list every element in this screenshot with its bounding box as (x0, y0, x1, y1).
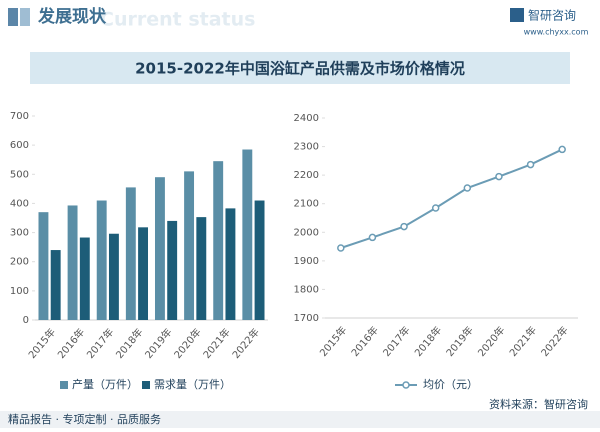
point (400, 222, 408, 231)
point (495, 172, 503, 181)
bar (96, 200, 107, 320)
point (526, 160, 535, 169)
y-tick-label: 2100 (294, 199, 319, 210)
bar (254, 200, 265, 320)
section-subtitle: Current status (100, 9, 255, 31)
legend-swatch (60, 381, 68, 389)
line (340, 148, 563, 249)
point (463, 184, 472, 192)
y-tick-label: 100 (10, 286, 29, 297)
y-tick-label: 600 (10, 140, 29, 151)
point (558, 145, 566, 154)
legend-swatch (142, 381, 150, 389)
point (337, 244, 345, 252)
bar (225, 208, 236, 320)
bar (242, 149, 253, 320)
footer-bar (0, 411, 600, 428)
y-tick-label: 0 (23, 315, 29, 326)
y-tick-label: 200 (10, 257, 29, 268)
bar (50, 250, 61, 320)
bar (138, 227, 149, 320)
brand-logo (510, 8, 524, 22)
bar (125, 187, 136, 320)
y-tick-label: 2200 (294, 170, 319, 181)
y-tick-label: 400 (10, 198, 29, 209)
bar (79, 237, 90, 320)
brand-name: 智研咨询 (528, 8, 576, 23)
section-title: 发展现状 (37, 6, 107, 27)
y-tick-label: 1700 (294, 313, 319, 324)
bar (167, 220, 178, 320)
y-tick-label: 300 (10, 228, 29, 239)
bar (213, 161, 224, 320)
source: 资料来源：智研咨询 (489, 397, 588, 411)
bar (196, 217, 207, 320)
point (368, 233, 377, 242)
y-tick-label: 1800 (294, 284, 319, 295)
bar (67, 205, 78, 320)
website: www.chyxx.com (524, 28, 589, 37)
y-tick-label: 2400 (294, 113, 319, 124)
y-tick-label: 700 (10, 111, 29, 122)
y-tick-label: 1900 (294, 256, 319, 267)
banner (30, 52, 570, 84)
header-icon (20, 8, 30, 26)
footer-services: 精品报告 · 专项定制 · 品质服务 (8, 412, 161, 426)
legend-label: 均价（元） (423, 378, 478, 391)
bar (38, 212, 49, 320)
legend-label: 产量（万件） (72, 377, 138, 391)
bar (108, 233, 119, 320)
point (431, 204, 440, 212)
banner-title: 2015-2022年中国浴缸产品供需及市场价格情况 (135, 60, 465, 78)
bar (184, 171, 195, 320)
header-icon (8, 8, 18, 26)
bar (154, 177, 165, 320)
y-tick-label: 2000 (294, 227, 319, 238)
legend-marker (402, 381, 410, 389)
y-tick-label: 2300 (294, 142, 319, 153)
legend-label: 需求量（万件） (154, 378, 231, 391)
y-tick-label: 500 (10, 169, 29, 180)
